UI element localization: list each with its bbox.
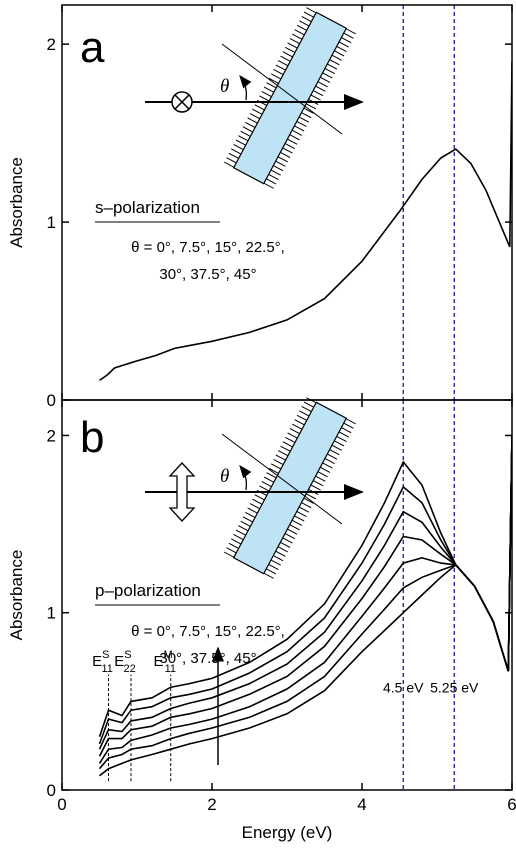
- panel: 0 1 2 Absorbance a s–polarization θ = 0°, 7.5°…: [7, 4, 513, 410]
- transition-sup: S: [124, 649, 131, 661]
- transition-base: E: [114, 653, 124, 670]
- transition-sub: 11: [165, 663, 176, 675]
- panel: 0 1 2 0 2 4 6 Absorbance Energy (eV) b p–polarizat…: [7, 399, 516, 842]
- curve: [98, 435, 512, 738]
- transition-label: ES 22: [114, 649, 136, 675]
- panel-label: a: [80, 23, 105, 72]
- curve: [99, 61, 512, 382]
- x-tick-label: 0: [57, 795, 66, 814]
- x-tick-label: 6: [507, 795, 516, 814]
- x-axis-label: Energy (eV): [242, 823, 333, 842]
- angle-list: θ = 0°, 7.5°, 15°, 22.5°,: [131, 239, 285, 256]
- inset-b: [145, 397, 364, 579]
- angle-list: 30°, 37.5°, 45°: [159, 266, 256, 283]
- polarization-label: s–polarization: [95, 198, 200, 217]
- plot-frame: [61, 399, 513, 791]
- transition-sup: S: [102, 649, 109, 661]
- y-tick-label: 2: [47, 426, 56, 445]
- x-tick-label: 2: [207, 795, 216, 814]
- y-tick-label: 1: [47, 604, 56, 623]
- angle-list: θ = 0°, 7.5°, 15°, 22.5°,: [131, 623, 285, 640]
- transition-sub: 11: [101, 663, 112, 675]
- y-tick-label: 1: [47, 213, 56, 232]
- x-tick-label: 4: [357, 795, 366, 814]
- energy-annotation: 4.5 eV: [383, 680, 424, 696]
- inset-a: [145, 7, 364, 189]
- y-tick-label: 0: [47, 781, 56, 800]
- transition-base: E: [153, 653, 163, 670]
- transition-sup: M: [163, 649, 172, 661]
- y-axis-label: Absorbance: [7, 157, 26, 248]
- y-tick-label: 2: [47, 35, 56, 54]
- transition-sub: 22: [124, 663, 136, 675]
- energy-annotation: 5.25 eV: [430, 680, 479, 696]
- transition-base: E: [92, 653, 102, 670]
- inset-angle: θ: [220, 466, 229, 487]
- transition-label: ES 11: [92, 649, 113, 675]
- inset-angle: θ: [220, 76, 229, 97]
- polarization-label: p–polarization: [95, 581, 201, 600]
- panel-label: b: [80, 413, 104, 462]
- transition-label: EM 11: [153, 649, 176, 675]
- angle-list: 30°, 37.5°, 45°: [159, 650, 256, 667]
- y-tick-label: 0: [47, 391, 56, 410]
- y-axis-label: Absorbance: [7, 550, 26, 641]
